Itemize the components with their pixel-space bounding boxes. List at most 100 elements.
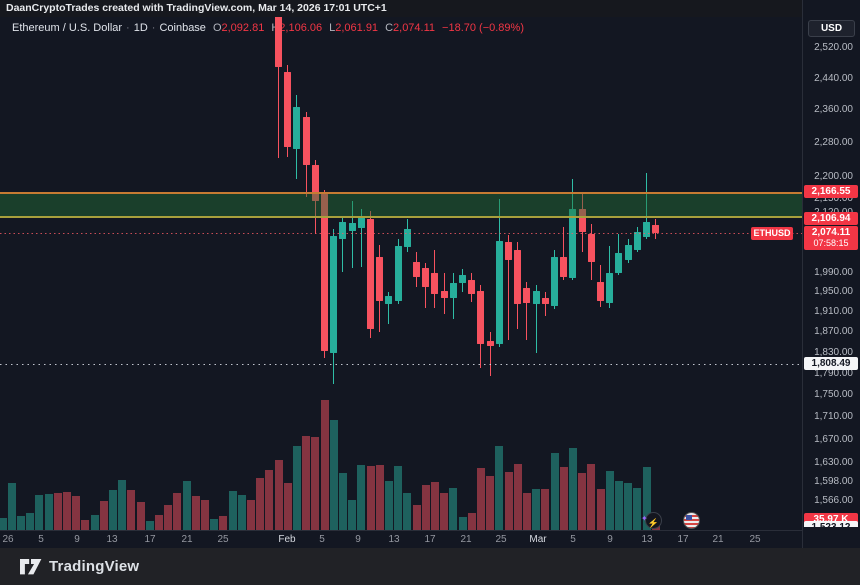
candle-wick <box>544 292 546 317</box>
volume-bar <box>513 463 522 530</box>
volume-bar <box>90 515 99 530</box>
legend-ohlc-letter: L <box>329 22 336 34</box>
marker-us-flag-badge[interactable] <box>683 512 700 529</box>
x-axis-tick: 26 <box>2 534 14 545</box>
candle-body <box>449 283 457 299</box>
volume-bar <box>62 492 71 530</box>
candle-body <box>367 219 374 329</box>
x-axis-tick: 13 <box>641 534 653 545</box>
candle-wick <box>646 173 647 240</box>
volume-bar <box>449 488 458 530</box>
volume-bar <box>246 500 255 530</box>
candle-wick <box>489 332 491 376</box>
volume-bar <box>127 489 136 530</box>
volume-bar <box>35 495 44 530</box>
y-axis-tick: 1,750.00 <box>814 389 853 401</box>
y-axis-tick: 1,598.00 <box>814 475 853 487</box>
candle-body <box>569 209 577 279</box>
volume-bar <box>522 492 531 530</box>
y-axis-tick: 2,150.00 <box>814 193 853 205</box>
volume-bar <box>338 473 347 530</box>
legend-timeframe[interactable]: 1D <box>133 22 148 34</box>
volume-bar <box>200 500 209 530</box>
marker-lightning-badge[interactable]: ✦ ⚡ <box>641 512 662 529</box>
volume-bar <box>237 495 246 530</box>
attribution-bar: DaanCryptoTrades created with TradingVie… <box>0 0 860 17</box>
volume-bar <box>467 512 476 530</box>
legend-separator: · <box>126 22 130 34</box>
axis-price-badge: 2,106.94 <box>804 211 858 225</box>
volume-bar <box>624 482 633 530</box>
time-axis[interactable]: 26 5 9 13 17 21 25 Feb 5 9 13 17 21 25 Mar 5 9 13 17 21 25 <box>0 530 802 548</box>
x-axis-tick: 21 <box>712 534 724 545</box>
candle-body <box>311 164 319 201</box>
level-line-1808 <box>0 363 802 365</box>
candle-body <box>541 298 549 304</box>
volume-bar <box>412 504 421 530</box>
brand-name[interactable]: TradingView <box>49 558 140 575</box>
volume-bar <box>53 492 62 530</box>
volume-bar <box>136 501 145 530</box>
tradingview-logo-icon[interactable] <box>20 558 42 576</box>
volume-bar <box>118 479 127 530</box>
currency-toggle-button[interactable]: USD <box>808 20 855 37</box>
volume-bar <box>311 436 320 530</box>
legend-ohlc-value: 2,092.81 <box>221 22 265 34</box>
candle-body <box>422 268 430 288</box>
candle-body <box>403 229 411 248</box>
volume-bar <box>320 399 329 530</box>
volume-bar <box>265 470 274 530</box>
volume-bar <box>173 492 182 530</box>
candle-body <box>486 341 494 347</box>
x-axis-tick: Mar <box>529 534 547 545</box>
candle-wick <box>508 235 509 340</box>
x-axis-tick: 9 <box>607 534 613 545</box>
candle-body <box>560 256 568 278</box>
candle-body <box>578 209 586 233</box>
candle-body <box>330 236 338 354</box>
y-axis-tick: 2,360.00 <box>814 104 853 116</box>
axis-price-badge: 1,523.12 <box>804 520 858 527</box>
chart-legend[interactable]: Ethereum / U.S. Dollar · 1D · Coinbase O2,092… <box>12 22 524 34</box>
volume-bar <box>44 493 53 530</box>
last-price-line <box>0 233 802 235</box>
candle-body <box>606 273 614 303</box>
candle-body <box>302 116 310 165</box>
x-axis-tick: 13 <box>106 534 118 545</box>
volume-bar <box>614 481 623 530</box>
volume-bar <box>550 452 559 530</box>
y-axis-tick: 2,440.00 <box>814 72 853 84</box>
volume-bar <box>154 515 163 530</box>
legend-ohlc-value: 2,074.11 <box>393 22 436 34</box>
x-axis-tick: 17 <box>677 534 689 545</box>
y-axis-tick: 2,280.00 <box>814 137 853 149</box>
x-axis-tick: 17 <box>144 534 156 545</box>
candle-body <box>551 256 558 306</box>
candle-body <box>357 218 365 229</box>
x-axis-tick: 9 <box>74 534 80 545</box>
candle-body <box>459 275 466 284</box>
volume-bar <box>210 518 219 530</box>
price-axis[interactable]: USD 2,520.00 2,440.00 2,360.00 2,280.00 2,20… <box>802 0 860 585</box>
candle-body <box>321 194 328 352</box>
legend-ohlc-letter: C <box>385 22 394 34</box>
candle-body <box>643 222 650 238</box>
x-axis-tick: 21 <box>460 534 472 545</box>
lightning-icon: ⚡ <box>647 518 660 528</box>
volume-bar <box>164 504 173 530</box>
volume-bar <box>394 466 403 530</box>
us-flag-icon <box>686 515 692 520</box>
bar-countdown: 07:58:15 <box>813 238 849 249</box>
y-axis-tick: 1,990.00 <box>814 266 853 278</box>
volume-bar <box>403 492 412 530</box>
candle-body <box>514 249 522 304</box>
candle-body <box>348 222 356 232</box>
volume-bar <box>532 488 541 530</box>
candle-wick <box>526 282 528 340</box>
legend-symbol[interactable]: Ethereum / U.S. Dollar <box>12 22 123 34</box>
candle-wick <box>360 209 362 268</box>
candle-body <box>440 290 448 299</box>
price-pane[interactable]: Ethereum / U.S. Dollar · 1D · Coinbase O2,092… <box>0 17 802 530</box>
